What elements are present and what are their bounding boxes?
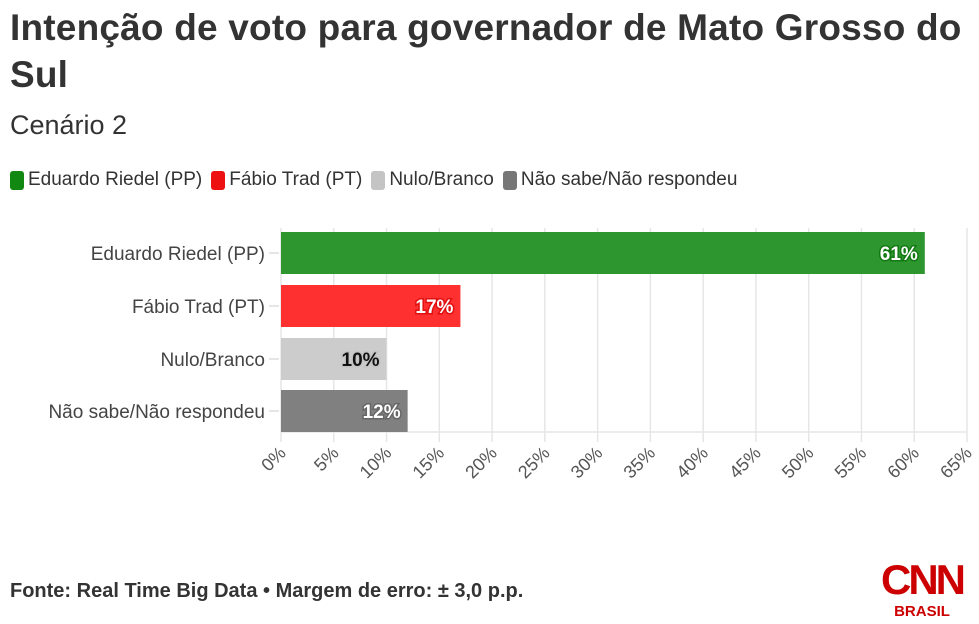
legend-swatch-riedel — [10, 170, 24, 190]
legend-label: Nulo/Branco — [389, 169, 494, 190]
bars — [281, 232, 925, 432]
x-tick-label: 40% — [672, 443, 712, 483]
category-label: Não sabe/Não respondeu — [48, 402, 265, 423]
source-note: Fonte: Real Time Big Data • Margem de er… — [10, 580, 524, 602]
cnn-brasil-logo: CNN BRASIL — [874, 556, 970, 620]
data-label: 12% — [363, 402, 401, 423]
legend-swatch-trad — [211, 170, 226, 190]
x-tick-label: 25% — [514, 443, 554, 483]
chart-title: Intenção de voto para governador de Mato… — [10, 7, 962, 95]
x-tick-label: 65% — [936, 443, 976, 483]
legend-label: Fábio Trad (PT) — [229, 169, 363, 190]
category-label: Nulo/Branco — [160, 350, 265, 371]
x-tick-label: 5% — [310, 443, 343, 476]
category-label: Fábio Trad (PT) — [132, 297, 265, 318]
x-tick-label: 55% — [831, 443, 871, 483]
legend-label: Eduardo Riedel (PP) — [28, 169, 203, 190]
x-tick-label: 60% — [883, 443, 923, 483]
x-tick-label: 0% — [257, 443, 290, 476]
data-label: 10% — [342, 350, 380, 371]
bar — [281, 285, 461, 327]
x-tick-labels: 0% 5% 10% 15% 20% 25% 30% 35% 40% 45% 50% 55% 60% 65% — [257, 443, 976, 483]
legend-item-trad: Fábio Trad (PT) — [211, 169, 362, 191]
bar — [281, 338, 387, 380]
legend-label: Não sabe/Não respondeu — [520, 169, 738, 190]
x-tick-label: 45% — [725, 443, 765, 483]
x-tick-label: 35% — [620, 443, 660, 483]
data-labels: 61% 17% 10% 12% — [340, 243, 919, 425]
x-tick-label: 50% — [778, 443, 818, 483]
x-tick-label: 10% — [356, 443, 396, 483]
x-tick-label: 20% — [461, 443, 501, 483]
x-tick-label: 30% — [567, 443, 607, 483]
data-label: 17% — [415, 297, 453, 318]
legend-item-nao-sabe: Não sabe/Não respondeu — [502, 169, 738, 191]
logo-cnn-text: CNN — [881, 556, 964, 603]
bar — [281, 232, 925, 274]
x-tick-label: 15% — [409, 443, 449, 483]
legend: Eduardo Riedel (PP) Fábio Trad (PT) Nulo… — [10, 169, 746, 191]
category-labels: Eduardo Riedel (PP) Fábio Trad (PT) Nulo/B… — [48, 244, 279, 423]
logo-brasil-text: BRASIL — [894, 603, 950, 620]
data-label: 61% — [880, 244, 918, 265]
category-label: Eduardo Riedel (PP) — [91, 244, 265, 265]
legend-swatch-nulo — [371, 170, 386, 190]
legend-swatch-nao-sabe — [502, 170, 517, 190]
legend-item-nulo: Nulo/Branco — [371, 169, 494, 191]
chart-subtitle: Cenário 2 — [10, 110, 128, 140]
legend-item-riedel: Eduardo Riedel (PP) — [10, 169, 202, 191]
bar — [281, 390, 408, 432]
